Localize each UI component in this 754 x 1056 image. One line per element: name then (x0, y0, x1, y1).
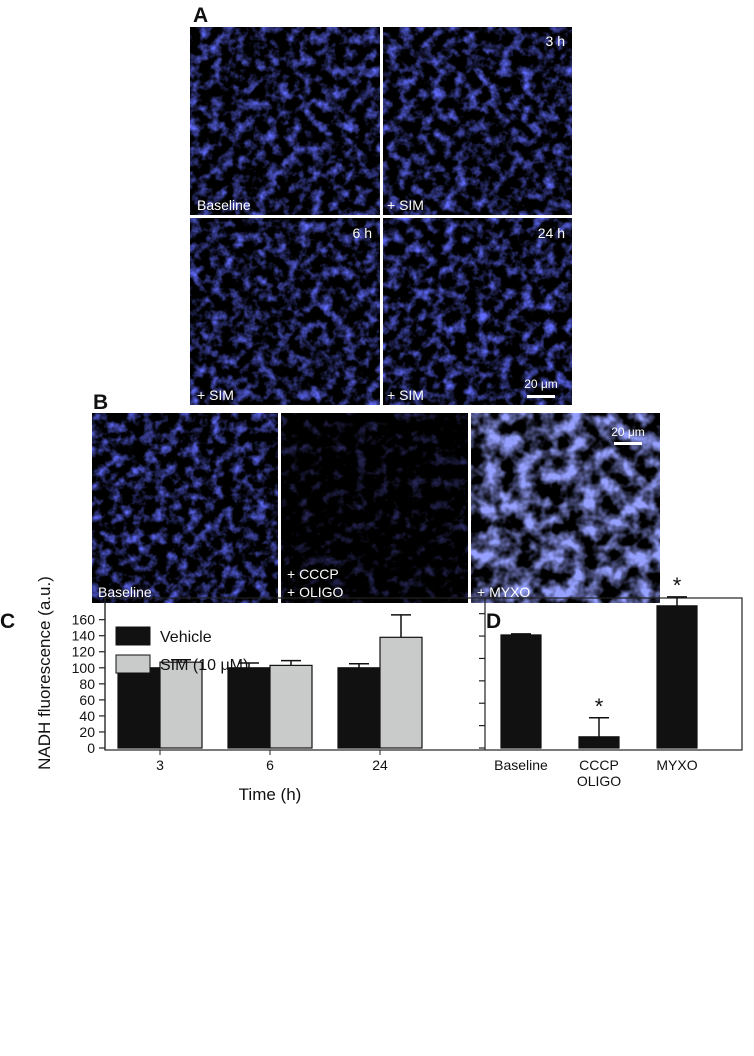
error-bar (391, 614, 411, 638)
panel-label: B (93, 391, 108, 414)
x-tick-label: CCCP OLIGO (577, 757, 621, 789)
y-tick-label: 40 (79, 708, 95, 724)
bar (500, 634, 542, 749)
y-tick-label: 60 (79, 692, 95, 708)
panel-label: D (486, 610, 501, 633)
legend-swatch (115, 626, 151, 646)
x-tick-label: Baseline (494, 757, 548, 773)
y-tick-label: 20 (79, 724, 95, 740)
y-tick-label: 80 (79, 676, 95, 692)
scale-bar (527, 395, 555, 398)
error-bar (667, 596, 687, 606)
y-tick-label: 100 (72, 660, 96, 676)
bar (578, 736, 620, 749)
significance-marker: * (595, 694, 604, 719)
tile-label: + MYXO (477, 584, 530, 600)
bar (656, 605, 698, 749)
tile-label: + SIM (197, 387, 234, 403)
tile-label: + CCCP (287, 566, 339, 582)
x-tick-label: 6 (266, 757, 274, 773)
tile-label: + SIM (387, 387, 424, 403)
micrograph-texture (190, 218, 380, 405)
time-label: 3 h (546, 33, 565, 49)
error-bar (171, 659, 191, 663)
bar (159, 661, 203, 749)
micrograph-texture (383, 27, 572, 215)
x-tick-label: MYXO (656, 757, 697, 773)
error-bar (281, 659, 301, 666)
panel-a-images: Baseline + SIM + SIM + SIM 3 h 6 h 24 h … (190, 27, 572, 405)
y-tick-label: 140 (72, 628, 96, 644)
bar (117, 667, 161, 749)
error-bar (349, 663, 369, 668)
panel-label: C (0, 610, 15, 633)
legend-label: SIM (10 μM) (160, 657, 248, 674)
legend-label: Vehicle (160, 629, 212, 646)
y-tick-label: 0 (87, 740, 95, 756)
panel-label: A (193, 4, 208, 27)
y-tick-label: 160 (72, 612, 96, 628)
time-label: 24 h (538, 225, 565, 241)
scale-bar (614, 442, 642, 445)
time-label: 6 h (353, 225, 372, 241)
panel-b-images: Baseline + CCCP + OLIGO + MYXO 20 μm (92, 413, 660, 603)
y-tick-label: 120 (72, 644, 96, 660)
bar (337, 667, 381, 749)
bar (379, 636, 423, 749)
error-bar (511, 633, 531, 635)
y-axis-title: NADH fluorescence (a.u.) (35, 576, 54, 770)
x-axis-title: Time (h) (239, 785, 302, 804)
micrograph-texture (281, 413, 468, 603)
significance-marker: * (673, 573, 682, 598)
tile-label: + SIM (387, 197, 424, 213)
micrograph-texture (383, 218, 572, 405)
error-bar (589, 717, 609, 737)
tile-label: Baseline (197, 197, 251, 213)
bar (269, 664, 313, 749)
legend-swatch (115, 654, 151, 674)
scale-bar-label: 20 μm (611, 425, 645, 439)
tile-label: Baseline (98, 584, 152, 600)
scale-bar-label: 20 μm (524, 377, 558, 391)
bar (227, 667, 271, 749)
x-tick-label: 3 (156, 757, 164, 773)
micrograph-texture (471, 413, 660, 603)
micrograph-texture (92, 413, 278, 603)
micrograph-texture (190, 27, 380, 215)
x-tick-label: 24 (372, 757, 388, 773)
tile-label: + OLIGO (287, 584, 344, 600)
error-bar (239, 662, 259, 668)
